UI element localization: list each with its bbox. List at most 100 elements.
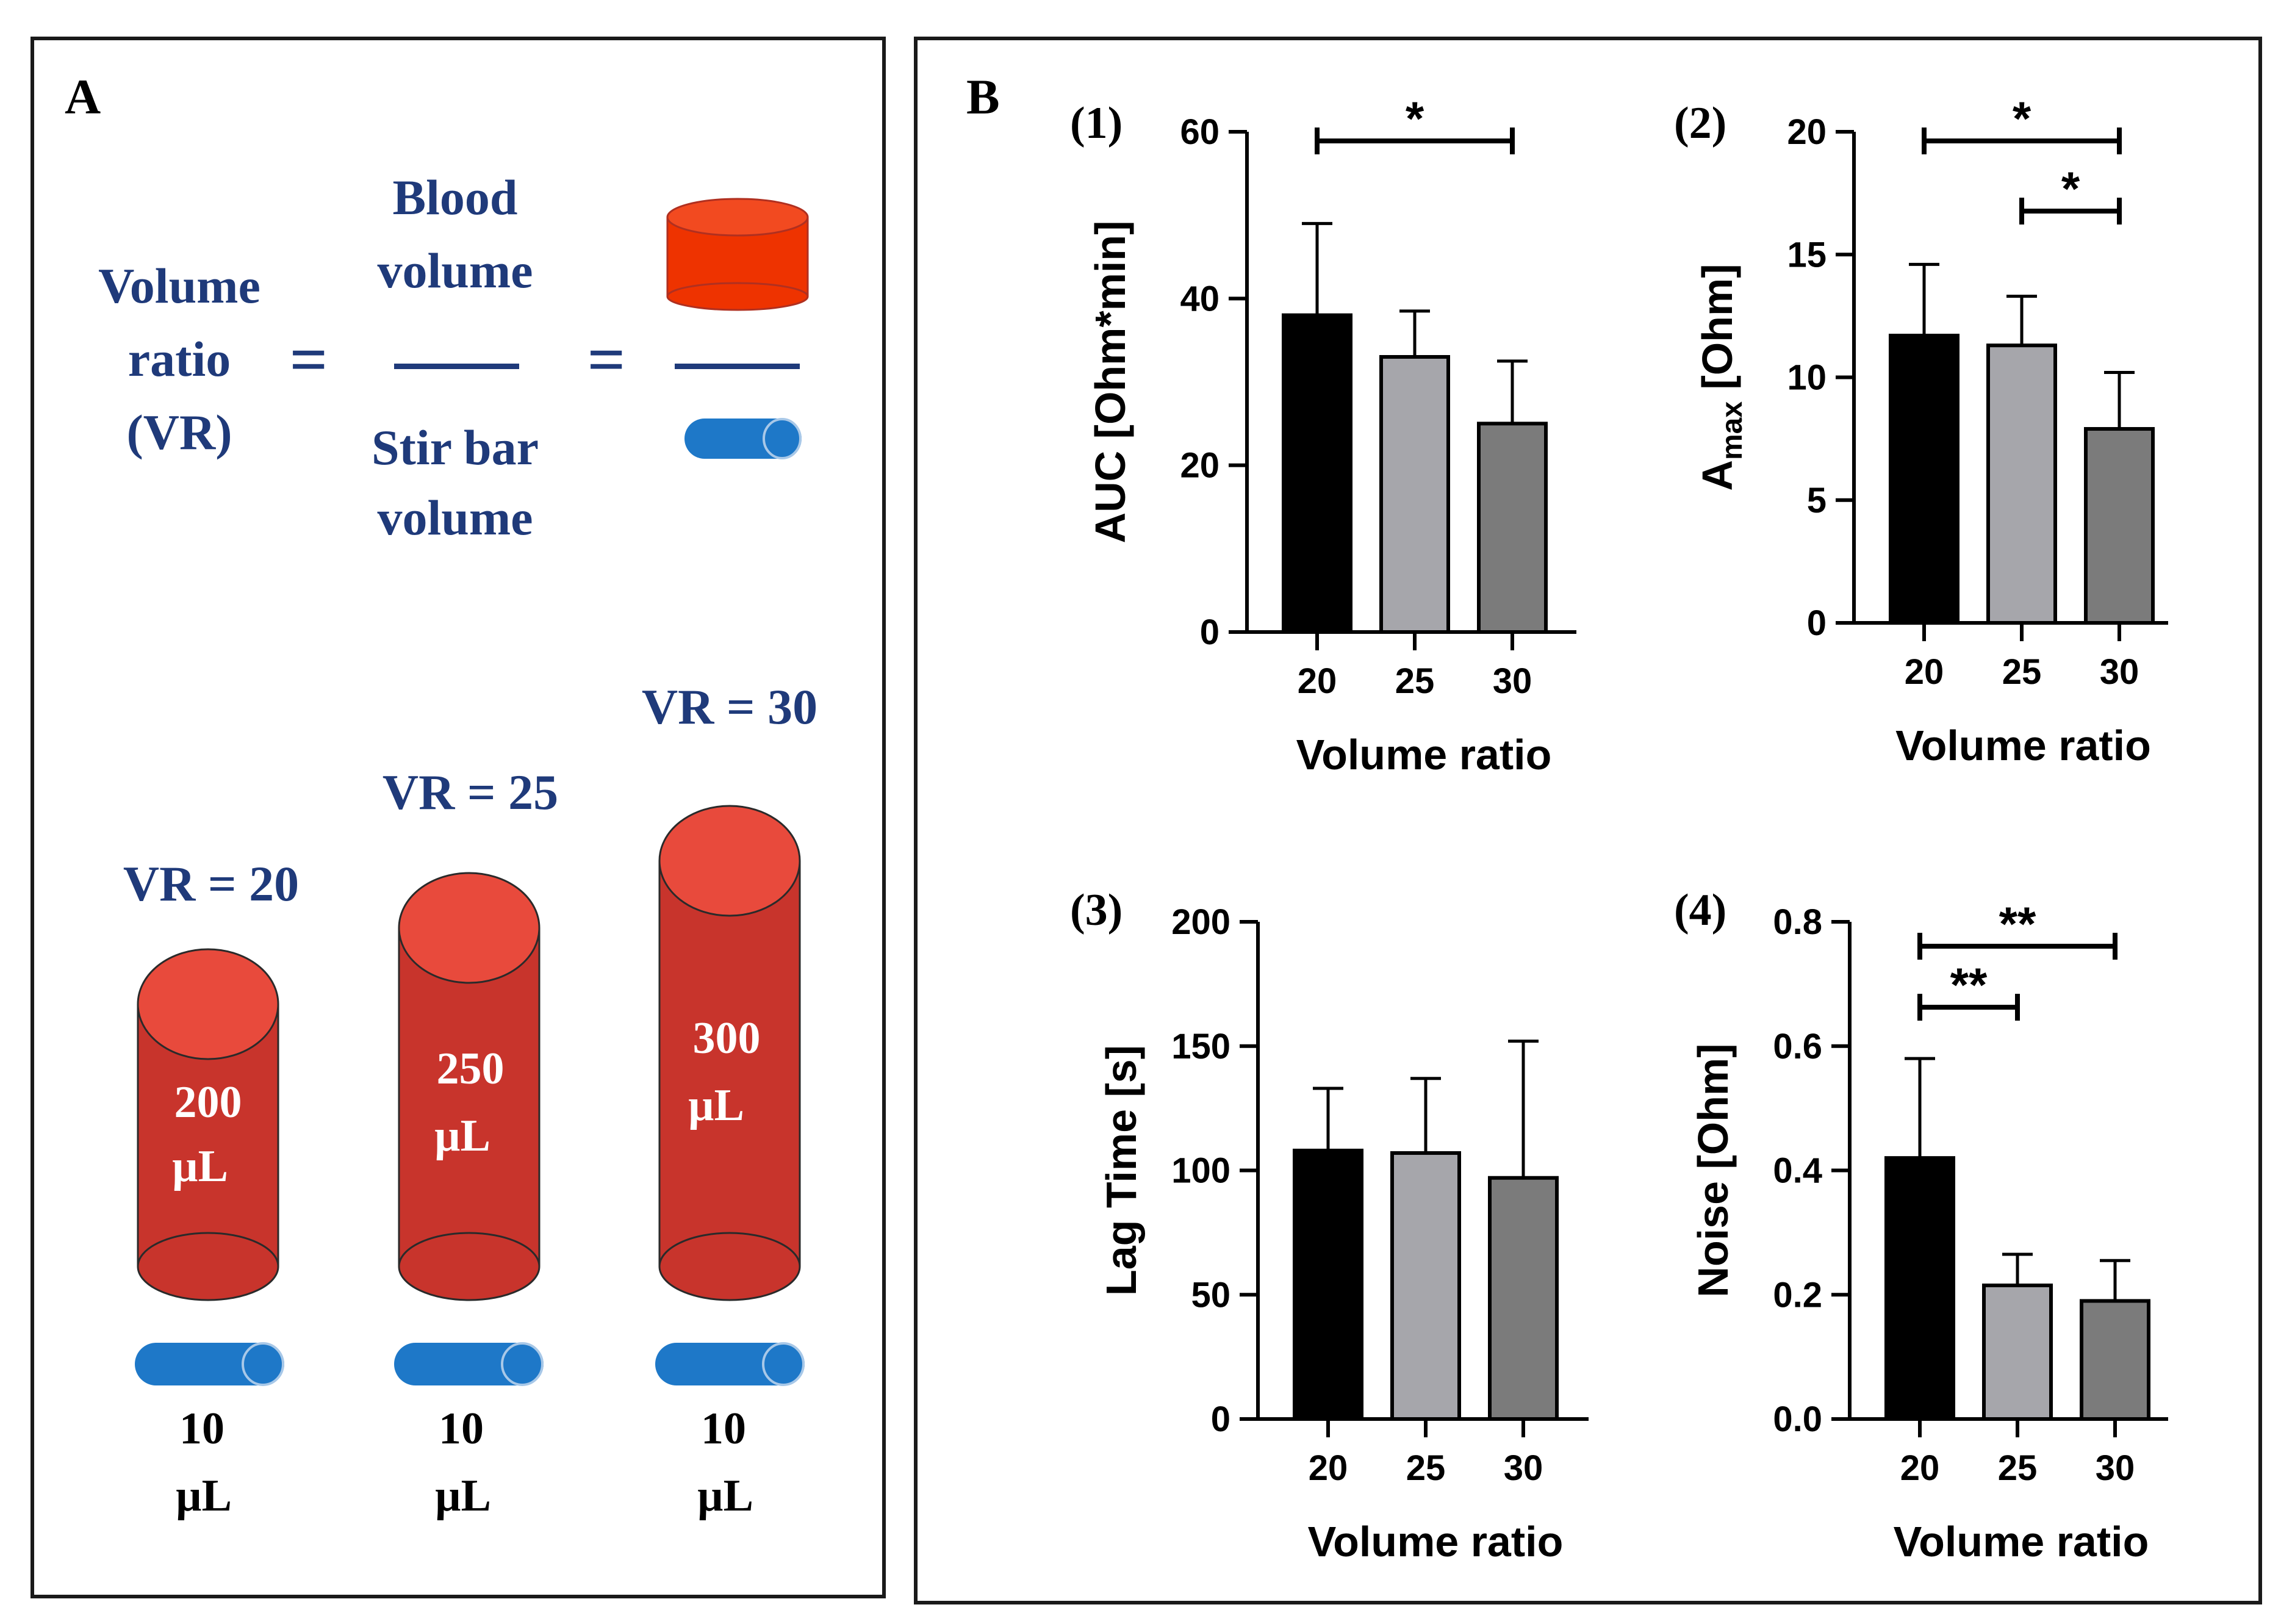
- stir-bar-3-icon: [655, 1342, 805, 1386]
- x-tick-label: 30: [2100, 652, 2139, 692]
- stir-bar-volumes: 10 µL 10 µL 10 µL: [176, 1404, 753, 1521]
- blood-volume-200: 200 µL: [172, 1077, 242, 1191]
- x-axis-label: Volume ratio: [1895, 722, 2151, 769]
- stir-bar-1-icon: [135, 1342, 284, 1386]
- bar-25: [1986, 343, 2057, 625]
- stir-bar-volume-word: volume: [377, 490, 533, 545]
- x-tick-label: 20: [1309, 1448, 1348, 1488]
- y-tick-label: 0: [1211, 1399, 1230, 1439]
- y-tick-label: 0.0: [1773, 1399, 1822, 1439]
- y-tick-label: 60: [1180, 112, 1220, 152]
- vr-labels: VR = 20 VR = 25 VR = 30: [123, 679, 817, 911]
- bar-25: [1982, 1283, 2053, 1421]
- y-axis-label-rest: [Ohm]: [1694, 264, 1741, 401]
- vr-label-20: VR = 20: [123, 856, 299, 911]
- chart-tag: (2): [1674, 98, 1726, 148]
- y-tick-label: 5: [1807, 481, 1827, 520]
- vr-label-25: VR = 25: [383, 764, 558, 820]
- bar-30: [1488, 1176, 1559, 1421]
- significance-label: **: [1950, 958, 1988, 1011]
- x-axis-label: Volume ratio: [1894, 1518, 2149, 1565]
- chart-3: (3) 0 50 100 150 200 20 25 30 Volume ratio Lag Tim…: [1070, 885, 1589, 1565]
- blood-volume-250: 250 µL: [434, 1044, 505, 1161]
- stir-bar-3-unit: µL: [697, 1471, 753, 1521]
- x-tick-label: 25: [2002, 652, 2042, 692]
- blood-volume-250-unit: µL: [434, 1111, 490, 1161]
- blood-cylinder-200-icon: [137, 948, 279, 1301]
- panel-a-label: A: [65, 69, 101, 124]
- y-tick-label: 150: [1171, 1027, 1230, 1066]
- vr-label-30: VR = 30: [642, 679, 817, 735]
- x-tick-label: 20: [1905, 652, 1944, 692]
- stir-bar-3-value: 10: [701, 1404, 746, 1454]
- y-tick-label: 10: [1787, 358, 1827, 398]
- volume-ratio-term: Volume ratio (VR): [98, 258, 260, 460]
- ratio-word: ratio: [128, 331, 231, 387]
- fraction-line-pictures: [675, 364, 800, 369]
- bar-20: [1282, 313, 1352, 634]
- panel-a-figure: A Volume ratio (VR) = Blood volume Stir …: [65, 69, 817, 1521]
- chart-tag: (4): [1674, 885, 1726, 935]
- x-tick-label: 25: [1406, 1448, 1446, 1488]
- y-tick-label: 50: [1191, 1275, 1230, 1315]
- chart-2: (2) 0 5 10 15 20 20 25 30 Volume ratio Amax [Ohm] *…: [1674, 92, 2168, 769]
- small-stir-bar-icon: [684, 418, 802, 459]
- chart-1: (1) 0 20 40 60 20 25 30 Volume ratio AUC [Ohm*min…: [1070, 92, 1576, 778]
- blood-volume-250-value: 250: [437, 1044, 505, 1094]
- volume-word: Volume: [98, 258, 260, 314]
- x-tick-label: 30: [1504, 1448, 1543, 1488]
- bar-30: [2084, 427, 2155, 625]
- blood-volume-300-value: 300: [693, 1013, 761, 1063]
- x-axis-label: Volume ratio: [1296, 731, 1552, 778]
- y-axis-label: Noise [Ohm]: [1689, 1043, 1737, 1297]
- fraction-line-words: [394, 364, 519, 369]
- stir-bar-2-unit: µL: [435, 1471, 491, 1521]
- y-tick-label: 40: [1180, 279, 1220, 318]
- panel-a: A Volume ratio (VR) = Blood volume Stir …: [31, 37, 886, 1598]
- chart-tag: (3): [1070, 885, 1123, 935]
- word-fraction: Blood volume Stir bar volume: [372, 170, 539, 545]
- x-axis-label: Volume ratio: [1308, 1518, 1564, 1565]
- significance-label: **: [1999, 897, 2036, 950]
- x-tick-label: 30: [1493, 661, 1532, 701]
- stir-bar-1-unit: µL: [176, 1471, 232, 1521]
- y-tick-label: 200: [1171, 902, 1230, 942]
- vr-abbrev: (VR): [126, 404, 232, 460]
- blood-word: Blood: [392, 170, 517, 225]
- bar-20: [1884, 1156, 1955, 1421]
- y-tick-label: 100: [1171, 1151, 1230, 1191]
- y-tick-label: 0.2: [1773, 1275, 1822, 1315]
- significance-label: *: [2013, 92, 2031, 145]
- panel-b-label: B: [966, 69, 1000, 124]
- y-tick-label: 20: [1180, 446, 1220, 486]
- y-tick-label: 0.4: [1773, 1151, 1822, 1191]
- blood-volume-300-unit: µL: [688, 1080, 744, 1130]
- x-tick-label: 25: [1395, 661, 1435, 701]
- chart-4: (4) 0.0 0.2 0.4 0.6 0.8 20 25 30 Volume ratio Nois…: [1674, 885, 2168, 1565]
- x-tick-label: 25: [1998, 1448, 2038, 1488]
- equals-sign-2: =: [587, 322, 626, 397]
- stir-bar-2-value: 10: [439, 1404, 484, 1454]
- small-blood-cylinder-icon: [666, 198, 809, 311]
- equals-sign-1: =: [290, 322, 328, 397]
- blood-volume-200-unit: µL: [172, 1141, 228, 1191]
- significance-label: *: [1406, 92, 1424, 145]
- y-tick-label: 0: [1807, 603, 1827, 643]
- y-axis-label: Lag Time [s]: [1097, 1045, 1145, 1296]
- chart-tag: (1): [1070, 98, 1123, 148]
- blood-cylinder-250-icon: [398, 872, 541, 1301]
- stir-bar-1-value: 10: [179, 1404, 225, 1454]
- y-tick-label: 20: [1787, 112, 1827, 152]
- x-tick-label: 20: [1298, 661, 1337, 701]
- y-tick-label: 0: [1200, 613, 1220, 652]
- y-axis-label-main: A: [1694, 460, 1741, 491]
- bar-20: [1889, 334, 1960, 625]
- y-axis-label: AUC [Ohm*min]: [1087, 221, 1134, 544]
- stir-bar-word: Stir bar: [372, 420, 539, 475]
- x-tick-label: 30: [2096, 1448, 2135, 1488]
- y-tick-label: 15: [1787, 235, 1827, 275]
- stir-bar-2-icon: [394, 1342, 544, 1386]
- y-axis-label-sub: max: [1716, 401, 1748, 460]
- panel-b-charts: B (1) 0 20 40 60 20 25 30 Volume ratio AUC [Ohm*m…: [966, 69, 2168, 1565]
- bar-30: [1477, 422, 1548, 634]
